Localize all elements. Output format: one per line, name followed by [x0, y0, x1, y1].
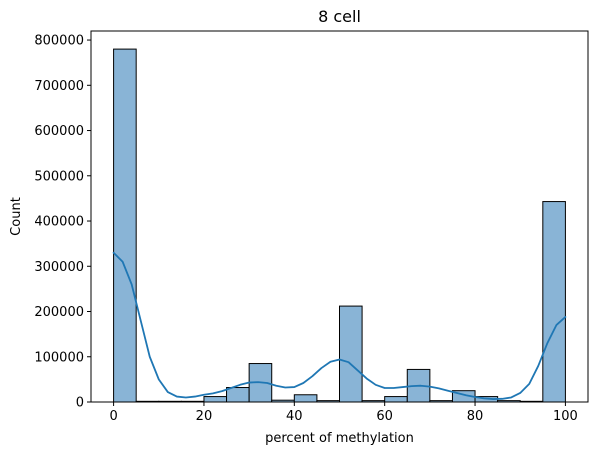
- histogram-bar: [203, 396, 228, 403]
- histogram-bar: [293, 394, 318, 403]
- histogram-bar: [542, 201, 566, 403]
- y-tick-label: 800000: [34, 34, 84, 49]
- y-tick-label: 100000: [34, 350, 84, 365]
- x-tick-label: 0: [109, 409, 117, 424]
- y-tick-label: 200000: [34, 305, 84, 320]
- x-axis-title: percent of methylation: [265, 431, 414, 446]
- histogram-bar: [384, 396, 408, 403]
- chart-title: 8 cell: [318, 7, 361, 26]
- histogram-bar: [113, 48, 137, 403]
- histogram-bar: [226, 387, 250, 403]
- kde-line: [112, 251, 567, 400]
- y-tick-label: 600000: [34, 124, 84, 139]
- x-tick-label: 60: [376, 409, 393, 424]
- x-tick-label: 20: [196, 409, 213, 424]
- plot-area: 0 20 40 60 80 100 0 100000 200000 300000 400000 500…: [34, 30, 589, 424]
- y-tick-label: 700000: [34, 79, 84, 94]
- y-axis-title: Count: [9, 197, 24, 236]
- y-tick-label: 400000: [34, 215, 84, 230]
- histogram-bar: [339, 305, 363, 403]
- y-tick-label: 300000: [34, 260, 84, 275]
- y-tick-label: 0: [76, 396, 84, 411]
- x-tick-label: 80: [467, 409, 484, 424]
- y-tick-label: 500000: [34, 169, 84, 184]
- x-tick-label: 40: [286, 409, 303, 424]
- plot-frame: [90, 30, 589, 403]
- x-tick-label: 100: [553, 409, 578, 424]
